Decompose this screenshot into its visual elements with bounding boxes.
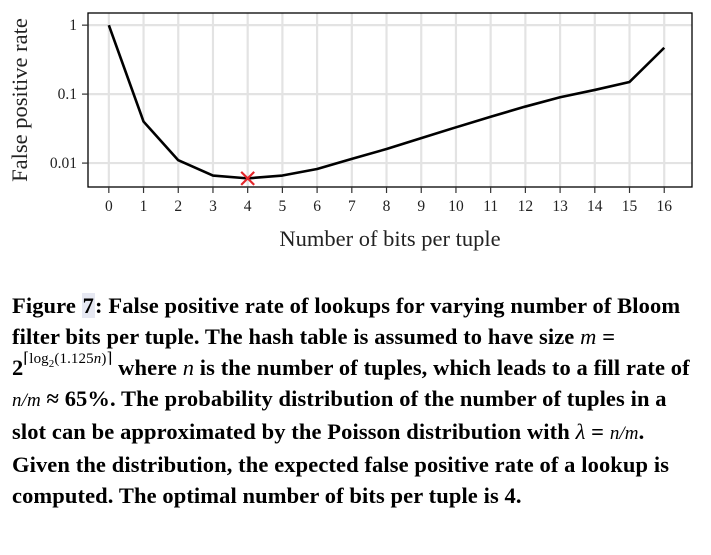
lambda-fraction: n/m [609,423,639,444]
x-tick-label: 4 [244,198,252,215]
x-tick-label: 10 [448,198,464,215]
x-tick-label: 7 [348,198,356,215]
x-tick-label: 15 [622,198,638,215]
marker-stroke [240,171,255,186]
plot-panel-border [87,12,693,188]
x-tick-label: 12 [518,198,534,215]
x-tick-label: 14 [587,198,603,215]
x-tick-label: 2 [174,198,182,215]
x-tick-label: 16 [656,198,672,215]
false-positive-rate-chart: 10.10.01 0 1 2 3 4 5 6 7 8 9 10 11 12 13 14 15 16 Number… [7,12,693,251]
y-axis-label: False positive rate [7,18,32,182]
figure-number: 7 [81,293,96,318]
x-tick-label: 1 [140,198,148,215]
caption-text: ≈ 65%. The probability distribution of t… [12,386,667,444]
series-line [107,24,666,180]
exponent: ⌈log2(1.125n)⌉ [23,350,113,370]
x-tick-label: 6 [313,198,321,215]
exp-log-base: 2 [48,357,55,370]
exp-ceil-close: )⌉ [101,350,113,367]
y-tick-label: 0.01 [50,155,77,172]
x-tick-label: 5 [279,198,287,215]
x-tick-label: 13 [552,198,568,215]
caption-eq-size: = 2 [12,324,616,380]
exp-arg: (1.125 [54,350,94,367]
y-tick-label: 0.1 [58,86,77,103]
x-tick-label: 8 [383,198,391,215]
optimum-marker [240,171,255,186]
caption-eq: = [585,419,610,444]
var-n: n [182,355,195,380]
x-tick-label: 9 [417,198,425,215]
x-axis-label: Number of bits per tuple [279,226,500,251]
figure-caption: Figure 7: False positive rate of lookups… [12,290,702,511]
fill-rate-fraction: n/m [12,390,41,411]
var-lambda: λ [575,419,586,444]
exp-ceil-open: ⌈log [23,350,49,367]
figure-label: Figure [12,293,76,318]
caption-text: . Given the distribution, the expected f… [12,419,670,508]
caption-text: is the number of tuples, which leads to … [194,355,690,380]
exp-var-n: n [93,350,102,367]
caption-text: : False positive rate of lookups for var… [12,293,681,349]
x-tick-label: 0 [105,198,113,215]
var-m: m [580,324,597,349]
x-tick-label: 3 [209,198,217,215]
y-axis-ticks: 1 0.1 0.01 [50,17,88,172]
x-axis-ticks: 0 1 2 3 4 5 6 7 8 9 10 11 12 13 14 15 16 [105,187,672,215]
x-tick-label: 11 [483,198,498,215]
y-tick-label: 1 [69,17,77,34]
grid [88,13,692,187]
caption-text: where [112,355,183,380]
